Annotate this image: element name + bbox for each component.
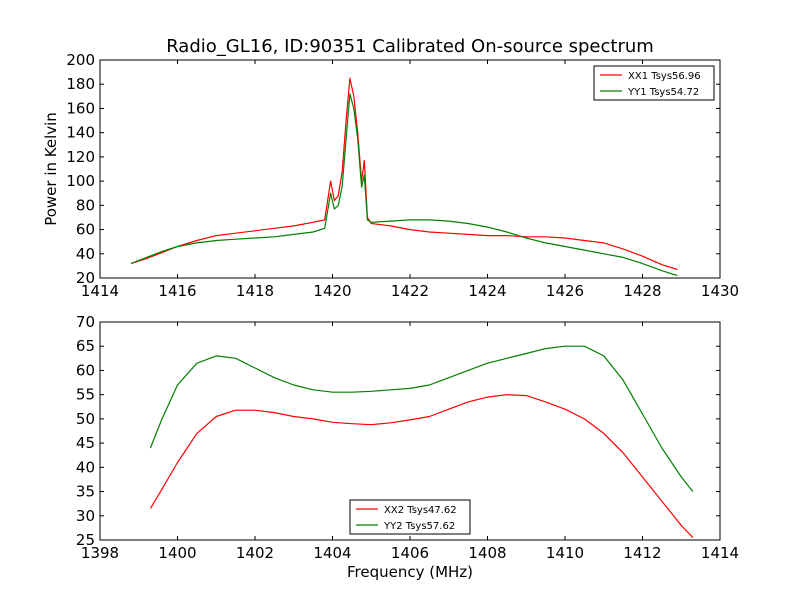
legend: XX1 Tsys56.96 YY1 Tsys54.72 bbox=[593, 65, 715, 101]
legend-box bbox=[593, 65, 715, 101]
chart-title: Radio_GL16, ID:90351 Calibrated On-sourc… bbox=[166, 36, 654, 57]
y-tick-label: 100 bbox=[66, 172, 95, 190]
y-tick-label: 25 bbox=[76, 531, 95, 549]
x-tick-label: 1404 bbox=[313, 544, 351, 562]
legend-box bbox=[349, 499, 471, 535]
y-tick-label: 70 bbox=[76, 313, 95, 331]
x-tick-label: 1416 bbox=[158, 282, 196, 300]
y-tick-label: 50 bbox=[76, 410, 95, 428]
x-tick-label: 1402 bbox=[236, 544, 274, 562]
y-tick-label: 45 bbox=[76, 434, 95, 452]
y-tick-label: 20 bbox=[76, 269, 95, 287]
y-tick-label: 60 bbox=[76, 221, 95, 239]
legend-label: XX1 Tsys56.96 bbox=[628, 71, 701, 82]
x-tick-label: 1412 bbox=[623, 544, 661, 562]
y-tick-label: 40 bbox=[76, 458, 95, 476]
y-tick-label: 30 bbox=[76, 507, 95, 525]
series-line bbox=[130, 93, 678, 277]
legend: XX2 Tsys47.62 YY2 Tsys57.62 bbox=[349, 499, 471, 535]
legend-label: YY2 Tsys57.62 bbox=[383, 521, 455, 532]
y-tick-label: 35 bbox=[76, 483, 95, 501]
y-tick-label: 65 bbox=[76, 337, 95, 355]
y-tick-label: 55 bbox=[76, 386, 95, 404]
x-tick-label: 1410 bbox=[546, 544, 584, 562]
x-tick-label: 1422 bbox=[391, 282, 429, 300]
x-tick-label: 1414 bbox=[701, 544, 739, 562]
y-tick-label: 40 bbox=[76, 245, 95, 263]
x-tick-label: 1408 bbox=[468, 544, 506, 562]
x-tick-label: 1424 bbox=[468, 282, 506, 300]
x-axis-label: Frequency (MHz) bbox=[347, 563, 473, 581]
legend-label: XX2 Tsys47.62 bbox=[384, 505, 457, 516]
series-line bbox=[149, 394, 694, 539]
y-axis-label: Power in Kelvin bbox=[42, 112, 60, 226]
y-tick-label: 60 bbox=[76, 361, 95, 379]
y-tick-label: 180 bbox=[66, 75, 95, 93]
y-tick-label: 80 bbox=[76, 196, 95, 214]
legend-label: YY1 Tsys54.72 bbox=[627, 87, 699, 98]
y-tick-label: 160 bbox=[66, 99, 95, 117]
x-tick-label: 1420 bbox=[313, 282, 351, 300]
top-panel: 1414 1416 1418 1420 1422 1424 1426 1428 1430 20 40… bbox=[42, 36, 739, 300]
x-tick-label: 1418 bbox=[236, 282, 274, 300]
x-tick-label: 1400 bbox=[158, 544, 196, 562]
bottom-panel: 1398 1400 1402 1404 1406 1408 1410 1412 1414 25 30… bbox=[76, 313, 739, 581]
x-tick-label: 1398 bbox=[81, 544, 119, 562]
y-tick-label: 120 bbox=[66, 148, 95, 166]
x-tick-label: 1428 bbox=[623, 282, 661, 300]
x-tick-label: 1414 bbox=[81, 282, 119, 300]
series-line bbox=[149, 345, 694, 492]
x-tick-label: 1426 bbox=[546, 282, 584, 300]
x-tick-label: 1430 bbox=[701, 282, 739, 300]
x-tick-label: 1406 bbox=[391, 544, 429, 562]
y-tick-label: 200 bbox=[66, 51, 95, 69]
y-tick-label: 140 bbox=[66, 124, 95, 142]
